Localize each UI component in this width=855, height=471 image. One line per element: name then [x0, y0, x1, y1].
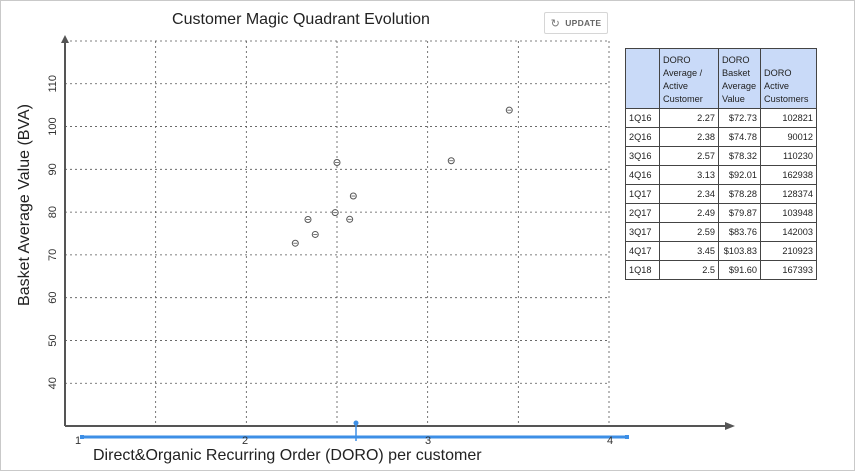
- table-row: 1Q16 2.27 $72.73 102821: [625, 108, 817, 128]
- table-row: 4Q17 3.45 $103.83 210923: [625, 241, 817, 261]
- quarter-cell: 3Q17: [625, 222, 660, 242]
- table-cell: $72.73: [718, 108, 761, 128]
- range-slider-marker-knob[interactable]: [353, 420, 359, 426]
- table-header-cell: DORO Average / Active Customer: [659, 48, 719, 109]
- table-row: 3Q16 2.57 $78.32 110230: [625, 146, 817, 166]
- table-cell: 103948: [760, 203, 817, 223]
- quarter-cell: 4Q16: [625, 165, 660, 185]
- x-tick-label: 1: [75, 435, 81, 447]
- table-cell: $79.87: [718, 203, 761, 223]
- range-slider-handle-left[interactable]: [80, 435, 84, 439]
- table-row: 2Q16 2.38 $74.78 90012: [625, 127, 817, 147]
- x-tick-label: 2: [242, 435, 248, 447]
- quarter-cell: 2Q16: [625, 127, 660, 147]
- update-button-label: UPDATE: [565, 18, 602, 28]
- table-cell: 3.45: [659, 241, 719, 261]
- table-cell: 2.34: [659, 184, 719, 204]
- y-tick-label: 90: [47, 163, 59, 175]
- y-tick-label: 40: [47, 377, 59, 389]
- table-header-row: DORO Average / Active Customer DORO Baske…: [625, 48, 817, 109]
- table-cell: 2.57: [659, 146, 719, 166]
- table-body: 1Q16 2.27 $72.73 102821 2Q16 2.38 $74.78 90012 3…: [625, 108, 817, 280]
- table-cell: 2.5: [659, 260, 719, 280]
- quarter-cell: 3Q16: [625, 146, 660, 166]
- y-tick-label: 110: [47, 75, 59, 93]
- y-tick-label: 100: [47, 117, 59, 135]
- table-cell: 167393: [760, 260, 817, 280]
- table-cell: 2.49: [659, 203, 719, 223]
- data-table: DORO Average / Active Customer DORO Baske…: [625, 48, 817, 280]
- table-cell: $83.76: [718, 222, 761, 242]
- chart-title: Customer Magic Quadrant Evolution: [172, 11, 430, 28]
- table-row: 2Q17 2.49 $79.87 103948: [625, 203, 817, 223]
- table-header-cell: [625, 48, 660, 109]
- table-cell: 2.59: [659, 222, 719, 242]
- table-cell: 102821: [760, 108, 817, 128]
- y-axis-label: Basket Average Value (BVA): [16, 104, 33, 306]
- y-tick-label: 80: [47, 206, 59, 218]
- y-axis-arrow: [61, 35, 69, 43]
- quarter-cell: 1Q18: [625, 260, 660, 280]
- y-tick-label: 60: [47, 292, 59, 304]
- quarter-cell: 2Q17: [625, 203, 660, 223]
- y-tick-label: 50: [47, 334, 59, 346]
- quarter-cell: 1Q17: [625, 184, 660, 204]
- table-cell: $78.32: [718, 146, 761, 166]
- quarter-cell: 1Q16: [625, 108, 660, 128]
- table-cell: 3.13: [659, 165, 719, 185]
- table-cell: 128374: [760, 184, 817, 204]
- table-cell: $103.83: [718, 241, 761, 261]
- table-header-cell: DORO Active Customers: [760, 48, 817, 109]
- table-cell: 210923: [760, 241, 817, 261]
- table-cell: 110230: [760, 146, 817, 166]
- refresh-icon: ↻: [550, 17, 561, 30]
- x-axis-arrow: [725, 422, 735, 430]
- table-cell: $92.01: [718, 165, 761, 185]
- table-cell: $91.60: [718, 260, 761, 280]
- quarter-cell: 4Q17: [625, 241, 660, 261]
- table-cell: $78.28: [718, 184, 761, 204]
- table-cell: 142003: [760, 222, 817, 242]
- x-tick-label: 3: [425, 435, 431, 447]
- range-slider-handle-right[interactable]: [625, 435, 629, 439]
- x-tick-label: 4: [607, 435, 613, 447]
- update-button[interactable]: ↻ UPDATE: [544, 12, 608, 34]
- table-cell: 2.27: [659, 108, 719, 128]
- table-header-cell: DORO Basket Average Value: [718, 48, 761, 109]
- y-tick-label: 70: [47, 249, 59, 261]
- table-row: 1Q17 2.34 $78.28 128374: [625, 184, 817, 204]
- x-axis-label: Direct&Organic Recurring Order (DORO) pe…: [93, 447, 482, 464]
- table-row: 4Q16 3.13 $92.01 162938: [625, 165, 817, 185]
- table-cell: 2.38: [659, 127, 719, 147]
- table-row: 3Q17 2.59 $83.76 142003: [625, 222, 817, 242]
- table-cell: 90012: [760, 127, 817, 147]
- table-row: 1Q18 2.5 $91.60 167393: [625, 260, 817, 280]
- table-cell: 162938: [760, 165, 817, 185]
- table-cell: $74.78: [718, 127, 761, 147]
